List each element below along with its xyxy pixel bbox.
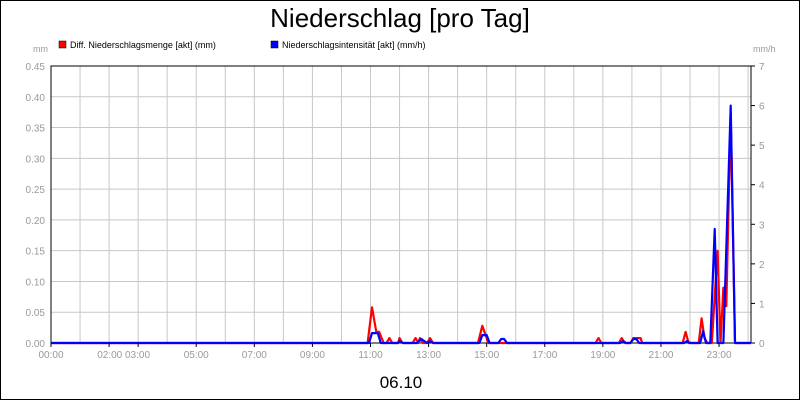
y-left-tick-label: 0.40 xyxy=(26,93,46,104)
y-left-tick-label: 0.15 xyxy=(26,247,46,258)
y-left-unit: mm xyxy=(33,44,48,54)
date-label: 06.10 xyxy=(380,373,423,392)
axis-layer: 0.00 0.05 0.10 0.15 0.20 0.25 0.30 0.35 0.40 0.45… xyxy=(26,62,765,361)
x-tick-label: 13:00 xyxy=(416,350,441,361)
x-tick-label: 15:00 xyxy=(474,350,499,361)
plot-area xyxy=(50,65,752,344)
x-tick-label: 23:00 xyxy=(707,350,732,361)
x-tick-label: 19:00 xyxy=(590,350,615,361)
x-tick-label: 21:00 xyxy=(648,350,673,361)
x-tick-label: 07:00 xyxy=(242,350,267,361)
y-right-unit: mm/h xyxy=(753,44,776,54)
y-right-tick-label: 2 xyxy=(759,260,765,271)
y-right-tick-label: 7 xyxy=(759,62,765,73)
x-tick-label: 02:00 03:00 xyxy=(97,350,150,361)
x-tick-label: 09:00 xyxy=(300,350,325,361)
x-tick-label: 00:00 xyxy=(38,350,63,361)
y-left-tick-label: 0.25 xyxy=(26,185,46,196)
y-right-tick-label: 3 xyxy=(759,220,765,231)
legend-label-intensitaet: Niederschlagsintensität [akt] (mm/h) xyxy=(282,40,426,50)
series-line-niederschlagsmenge xyxy=(51,112,751,345)
y-left-tick-label: 0.00 xyxy=(26,339,46,350)
legend-swatch-blue xyxy=(270,40,279,49)
chart-title: Niederschlag [pro Tag] xyxy=(270,3,530,33)
y-right-tick-label: 4 xyxy=(759,181,765,192)
legend-label-menge: Diff. Niederschlagsmenge [akt] (mm) xyxy=(70,40,216,50)
y-left-tick-label: 0.20 xyxy=(26,216,46,227)
legend-swatch-red xyxy=(58,40,67,49)
x-tick-label: 11:00 xyxy=(358,350,383,361)
x-tick-label: 05:00 xyxy=(184,350,209,361)
y-right-tick-label: 1 xyxy=(759,299,765,310)
y-left-tick-label: 0.05 xyxy=(26,308,46,319)
series-layer xyxy=(51,104,751,345)
y-right-tick-label: 6 xyxy=(759,102,765,113)
series-line-niederschlagsintensitaet xyxy=(51,104,751,345)
y-right-tick-label: 5 xyxy=(759,141,765,152)
x-tick-label: 17:00 xyxy=(532,350,557,361)
y-left-tick-label: 0.30 xyxy=(26,154,46,165)
y-left-tick-label: 0.45 xyxy=(26,62,46,73)
y-left-tick-label: 0.35 xyxy=(26,124,46,135)
y-left-tick-label: 0.10 xyxy=(26,277,46,288)
legend: Diff. Niederschlagsmenge [akt] (mm) Nied… xyxy=(58,40,426,50)
grid-layer xyxy=(50,65,751,344)
y-right-tick-label: 0 xyxy=(759,339,765,350)
